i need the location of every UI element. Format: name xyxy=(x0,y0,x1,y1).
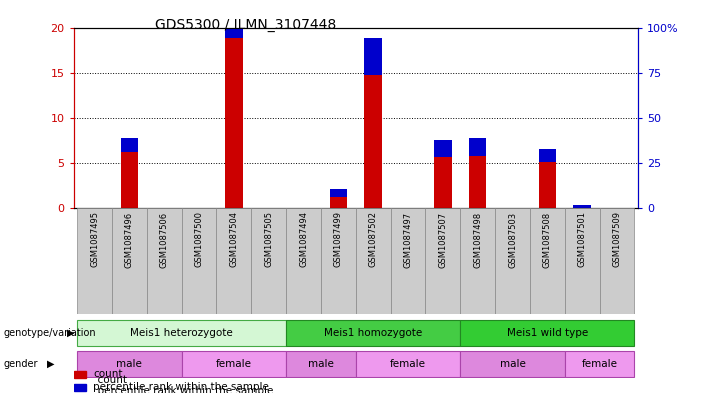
Text: genotype/variation: genotype/variation xyxy=(4,328,96,338)
Text: GSM1087502: GSM1087502 xyxy=(369,211,378,268)
Bar xyxy=(147,208,182,314)
Text: Meis1 wild type: Meis1 wild type xyxy=(507,328,588,338)
Text: count: count xyxy=(91,375,127,386)
Text: male: male xyxy=(500,359,526,369)
Bar xyxy=(495,208,530,314)
Text: GSM1087507: GSM1087507 xyxy=(438,211,447,268)
Bar xyxy=(112,208,147,314)
Bar xyxy=(538,162,556,208)
Bar xyxy=(599,208,634,314)
Text: GSM1087503: GSM1087503 xyxy=(508,211,517,268)
Bar xyxy=(182,351,286,376)
Bar xyxy=(77,320,286,346)
Text: GSM1087500: GSM1087500 xyxy=(194,211,203,268)
Bar xyxy=(251,208,286,314)
Bar xyxy=(286,320,461,346)
Bar xyxy=(426,208,461,314)
Bar xyxy=(286,208,321,314)
Bar xyxy=(530,208,565,314)
Bar xyxy=(217,208,251,314)
Text: female: female xyxy=(390,359,426,369)
Text: ▶: ▶ xyxy=(47,359,55,369)
Bar xyxy=(74,371,86,378)
Text: GSM1087497: GSM1087497 xyxy=(404,211,412,268)
Bar xyxy=(461,351,565,376)
Bar xyxy=(121,152,138,208)
Bar xyxy=(573,205,591,208)
Text: male: male xyxy=(116,359,142,369)
Text: count: count xyxy=(93,369,123,379)
Bar xyxy=(77,208,112,314)
Text: GSM1087496: GSM1087496 xyxy=(125,211,134,268)
Bar xyxy=(565,351,634,376)
Bar xyxy=(365,39,382,75)
Bar xyxy=(469,156,486,208)
Text: female: female xyxy=(582,359,618,369)
Text: GSM1087509: GSM1087509 xyxy=(613,211,622,268)
Bar xyxy=(461,320,634,346)
Bar xyxy=(121,138,138,152)
Text: GSM1087508: GSM1087508 xyxy=(543,211,552,268)
Text: GDS5300 / ILMN_3107448: GDS5300 / ILMN_3107448 xyxy=(155,18,336,32)
Bar xyxy=(565,208,599,314)
Text: male: male xyxy=(308,359,334,369)
Bar xyxy=(469,138,486,156)
Bar xyxy=(286,351,355,376)
Text: GSM1087506: GSM1087506 xyxy=(160,211,169,268)
Bar xyxy=(329,189,347,196)
Bar xyxy=(321,208,355,314)
Bar xyxy=(365,75,382,208)
Bar xyxy=(77,351,182,376)
Bar xyxy=(390,208,426,314)
Text: GSM1087504: GSM1087504 xyxy=(229,211,238,268)
Text: GSM1087495: GSM1087495 xyxy=(90,211,99,268)
Bar xyxy=(182,208,217,314)
Bar xyxy=(355,351,461,376)
Bar xyxy=(461,208,495,314)
Text: GSM1087498: GSM1087498 xyxy=(473,211,482,268)
Text: Meis1 homozygote: Meis1 homozygote xyxy=(324,328,422,338)
Bar xyxy=(355,208,390,314)
Text: percentile rank within the sample: percentile rank within the sample xyxy=(91,386,273,393)
Bar xyxy=(74,384,86,391)
Text: female: female xyxy=(216,359,252,369)
Text: gender: gender xyxy=(4,359,38,369)
Bar xyxy=(225,39,243,208)
Bar xyxy=(434,157,451,208)
Text: GSM1087494: GSM1087494 xyxy=(299,211,308,268)
Bar xyxy=(538,149,556,162)
Text: ▶: ▶ xyxy=(67,328,74,338)
Bar xyxy=(434,141,451,157)
Bar xyxy=(225,0,243,39)
Text: GSM1087499: GSM1087499 xyxy=(334,211,343,268)
Text: percentile rank within the sample: percentile rank within the sample xyxy=(93,382,268,392)
Text: GSM1087501: GSM1087501 xyxy=(578,211,587,268)
Text: Meis1 heterozygote: Meis1 heterozygote xyxy=(130,328,233,338)
Text: GSM1087505: GSM1087505 xyxy=(264,211,273,268)
Bar xyxy=(329,196,347,208)
